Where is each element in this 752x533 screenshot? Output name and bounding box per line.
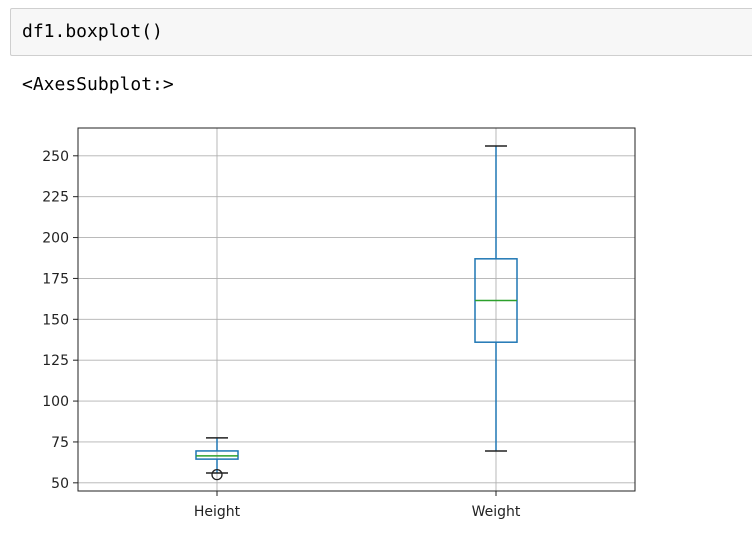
y-tick-label: 200 <box>42 231 69 247</box>
outlier-point <box>211 468 223 481</box>
iqr-box <box>195 450 239 460</box>
axis-ticks: 50 75 100 125 150 175 200 225 250 Height Weight <box>42 149 521 520</box>
y-tick-label: 125 <box>42 353 69 369</box>
y-tick-label: 100 <box>42 394 69 410</box>
axes-frame <box>77 127 636 492</box>
y-tick-label: 75 <box>51 435 69 451</box>
code-cell[interactable]: df1.boxplot() <box>10 8 752 56</box>
y-tick-label: 150 <box>42 312 69 328</box>
y-tick-label: 175 <box>42 271 69 287</box>
x-tick-label: Weight <box>472 504 521 520</box>
x-tick-label: Height <box>194 504 241 520</box>
code-input[interactable]: df1.boxplot() <box>22 21 163 42</box>
y-tick-label: 50 <box>51 476 69 492</box>
cell-output-text: <AxesSubplot:> <box>22 74 174 95</box>
y-tick-label: 225 <box>42 190 69 206</box>
grid-lines <box>78 128 635 491</box>
boxes <box>195 145 518 481</box>
y-tick-label: 250 <box>42 149 69 165</box>
